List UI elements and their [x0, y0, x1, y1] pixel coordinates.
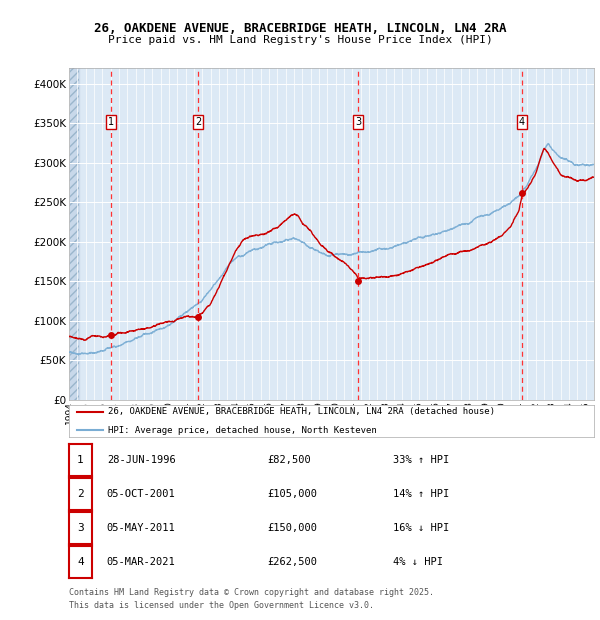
Text: 2: 2 — [77, 489, 84, 499]
Text: 4% ↓ HPI: 4% ↓ HPI — [393, 557, 443, 567]
Text: 33% ↑ HPI: 33% ↑ HPI — [393, 455, 449, 465]
Text: 2: 2 — [195, 117, 202, 127]
Text: £105,000: £105,000 — [267, 489, 317, 499]
Text: HPI: Average price, detached house, North Kesteven: HPI: Average price, detached house, Nort… — [109, 425, 377, 435]
Text: £82,500: £82,500 — [267, 455, 311, 465]
Text: 05-OCT-2001: 05-OCT-2001 — [107, 489, 176, 499]
Bar — [69, 68, 79, 400]
Text: 05-MAY-2011: 05-MAY-2011 — [107, 523, 176, 533]
Bar — [69, 68, 79, 400]
Text: Price paid vs. HM Land Registry's House Price Index (HPI): Price paid vs. HM Land Registry's House … — [107, 35, 493, 45]
Text: 1: 1 — [77, 455, 84, 465]
Text: This data is licensed under the Open Government Licence v3.0.: This data is licensed under the Open Gov… — [69, 601, 374, 611]
Text: 14% ↑ HPI: 14% ↑ HPI — [393, 489, 449, 499]
Text: Contains HM Land Registry data © Crown copyright and database right 2025.: Contains HM Land Registry data © Crown c… — [69, 588, 434, 597]
Text: 26, OAKDENE AVENUE, BRACEBRIDGE HEATH, LINCOLN, LN4 2RA (detached house): 26, OAKDENE AVENUE, BRACEBRIDGE HEATH, L… — [109, 407, 496, 417]
Text: 3: 3 — [355, 117, 361, 127]
Text: 16% ↓ HPI: 16% ↓ HPI — [393, 523, 449, 533]
Text: 1: 1 — [107, 117, 113, 127]
Text: 26, OAKDENE AVENUE, BRACEBRIDGE HEATH, LINCOLN, LN4 2RA: 26, OAKDENE AVENUE, BRACEBRIDGE HEATH, L… — [94, 22, 506, 35]
Text: 05-MAR-2021: 05-MAR-2021 — [107, 557, 176, 567]
Text: 4: 4 — [77, 557, 84, 567]
Text: £262,500: £262,500 — [267, 557, 317, 567]
Text: £150,000: £150,000 — [267, 523, 317, 533]
Text: 28-JUN-1996: 28-JUN-1996 — [107, 455, 176, 465]
Text: 3: 3 — [77, 523, 84, 533]
Text: 4: 4 — [519, 117, 525, 127]
